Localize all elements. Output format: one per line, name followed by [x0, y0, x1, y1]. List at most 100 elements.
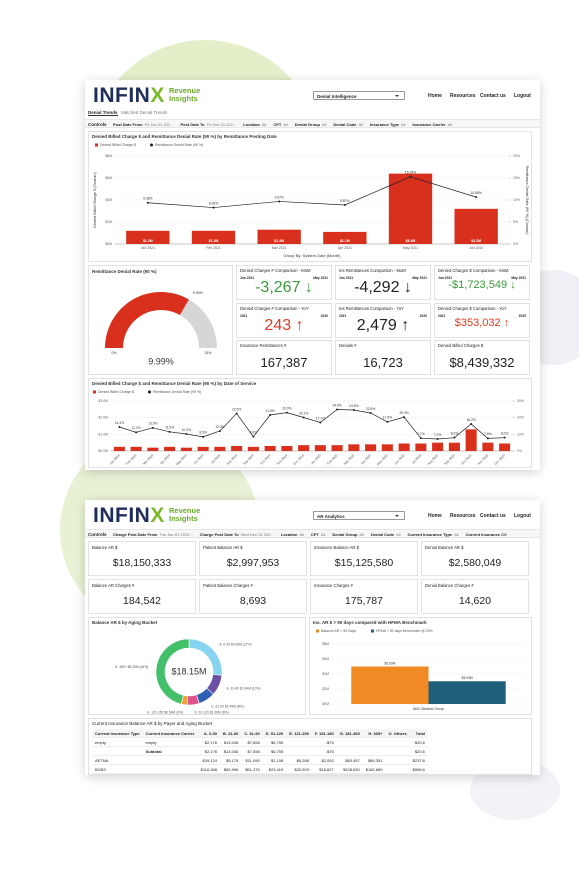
filter[interactable]: Charge Post Date From Tue Jan 01 2019... — [113, 532, 193, 537]
filter[interactable]: Location All — [243, 122, 266, 127]
bar-label: $1.2M — [143, 239, 153, 243]
nav-link[interactable]: Contact us — [480, 93, 506, 99]
kpi-value: $18,150,333 — [112, 557, 172, 569]
filter[interactable]: Insurance Carrier All — [412, 122, 452, 127]
filter-value: All — [358, 122, 363, 127]
table-title: Current Insurance Balance AR $ by Payer … — [92, 721, 212, 726]
legend-label: Denied Billed Charge $ — [100, 143, 136, 147]
y2-tick-label: 0% — [517, 449, 522, 453]
tab[interactable]: Matched Denial Trends — [121, 110, 168, 115]
y2-tick-label: 10% — [517, 432, 524, 436]
filter-label: Insurance Type — [369, 122, 399, 127]
chart-svg: Ins. AR $ > 90 days compared with HFMA B… — [313, 620, 525, 711]
table-card: Current Insurance Balance AR $ by Payer … — [88, 718, 532, 775]
legend-label: Balance AR > 90 Days — [321, 629, 356, 633]
filter-value: All — [320, 532, 326, 537]
table-row: BCBS $116,368 $63,996 $61,276 $23,419 $20,903… — [92, 764, 428, 774]
gauge-min: 0% — [111, 351, 116, 355]
bar — [415, 443, 427, 451]
filter[interactable]: Current Insurance Type All — [408, 532, 459, 537]
gauge-value-label: 9.99% — [148, 356, 174, 366]
x-tick-label: Jun 2020 — [393, 453, 405, 465]
filter[interactable]: Current Insurance CV — [466, 532, 509, 537]
bar — [381, 444, 393, 451]
ar-dashboard: INFINX Revenue Insights AR Analytics Home Res… — [85, 500, 540, 775]
filter-label: Current Insurance Type — [407, 532, 453, 537]
header-row: Current Insurance Type Current Insurance … — [92, 729, 428, 738]
table-cell: -$75 — [311, 737, 337, 747]
table-row: Subtotal $2,176 $13,046 $7,658 $6,755 -$75 $20… — [92, 746, 428, 756]
line-point — [475, 196, 478, 199]
table-cell — [286, 737, 312, 747]
line-point — [202, 435, 205, 438]
kpi-value: -4,292 ↓ — [354, 279, 412, 296]
filter[interactable]: CPT All — [311, 532, 325, 537]
report-select[interactable]: AR Analytics — [313, 511, 405, 520]
filter[interactable]: Denial Code All — [333, 122, 363, 127]
nav-link[interactable]: Logout — [514, 93, 531, 99]
filter[interactable]: Charge Post Date To Wed Dec 31 202... — [200, 532, 274, 537]
table-cell: $1,106 — [262, 755, 287, 765]
line-label: 20.1% — [299, 411, 308, 415]
bar — [126, 230, 170, 244]
tab-active[interactable]: Denial Trends — [88, 110, 118, 116]
table-cell: $13,046 — [219, 746, 242, 756]
table-cell: $20,6 — [409, 737, 428, 747]
filter[interactable]: Post Date To Fri Dec 31 202... — [180, 122, 236, 127]
line-point — [135, 431, 138, 434]
x-tick-label: Oct 2019 — [259, 453, 271, 465]
x-tick-label: Feb 2020 — [326, 453, 339, 466]
kpi-card: Ins Remittances Comparison - MoM Jun 2021… — [335, 265, 431, 300]
filters: Post Date From Fri Jan 01 202... Post Date… — [113, 122, 452, 127]
x-tick-label: Jan 2019 — [109, 453, 121, 465]
filter[interactable]: CPT All — [273, 122, 287, 127]
x-tick-label: Apr 2021 — [338, 246, 352, 250]
filter-bar: Controls Post Date From Fri Jan 01 202... P… — [85, 119, 540, 128]
logo-sub: Insights — [169, 94, 198, 103]
logo: INFINX — [93, 504, 165, 527]
filter-label: Current Insurance CV — [465, 532, 507, 537]
x-axis-label: Group By: System Date (Month) — [284, 253, 342, 258]
filter-value: Tue Jan 01 2019... — [159, 532, 193, 537]
bar — [264, 446, 276, 451]
filter[interactable]: Denial Group All — [332, 532, 364, 537]
filter-label: Denial Group — [332, 532, 358, 537]
nav-link[interactable]: Resources — [450, 513, 476, 519]
nav-link[interactable]: Home — [428, 93, 442, 99]
line-label: 11.5% — [165, 426, 174, 430]
nav-link[interactable]: Resources — [450, 93, 476, 99]
filter[interactable]: Denial Code All — [371, 532, 401, 537]
x-tick-label: May 2020 — [376, 453, 389, 466]
column-header: C. 61-90 — [241, 729, 263, 738]
filter[interactable]: Denial Group All — [295, 122, 327, 127]
y-tick-label: $0M — [105, 242, 112, 246]
kpi-period: 2020 — [518, 313, 526, 318]
bar — [214, 446, 226, 451]
y2-tick-label: 15% — [513, 176, 520, 180]
nav-link[interactable]: Logout — [514, 513, 531, 519]
filter[interactable]: Location All — [281, 532, 304, 537]
donut-segment — [155, 638, 190, 705]
kpi-value: $15,125,580 — [334, 557, 394, 569]
kpi-card: Patient Balance AR $ $2,997,953 — [199, 541, 307, 576]
chart-title: Ins. AR $ > 90 days compared with HFMA B… — [313, 620, 427, 625]
table-cell: $83,457 — [336, 755, 363, 765]
filter-bar: Controls Charge Post Date From Tue Jan 01 … — [85, 529, 540, 538]
kpi-card: Denied Charges # Comparison - MoM Jun 202… — [236, 265, 332, 300]
line-label: 8.28% — [209, 201, 218, 205]
column-header: F. 151-180 — [311, 729, 337, 738]
nav-link[interactable]: Contact us — [480, 513, 506, 519]
kpi-card: Balance AR $ $18,150,333 — [88, 541, 196, 576]
filter[interactable]: Post Date From Fri Jan 01 202... — [113, 122, 173, 127]
nav-link[interactable]: Home — [428, 513, 442, 519]
line-label: 14.4% — [115, 421, 124, 425]
kpi-card: Denials # 16,723 — [335, 340, 431, 375]
filters: Charge Post Date From Tue Jan 01 2019... C… — [113, 532, 509, 537]
x-tick-label: Apr 2019 — [159, 453, 171, 465]
filter[interactable]: Insurance Type All — [370, 122, 406, 127]
filter-value: All — [447, 122, 453, 127]
kpi-title: Insurance Balance AR $ — [314, 545, 359, 550]
column-header: Current Insurance Type — [92, 729, 143, 738]
bar — [314, 445, 326, 451]
report-select[interactable]: Denial Intelligence — [313, 91, 405, 100]
